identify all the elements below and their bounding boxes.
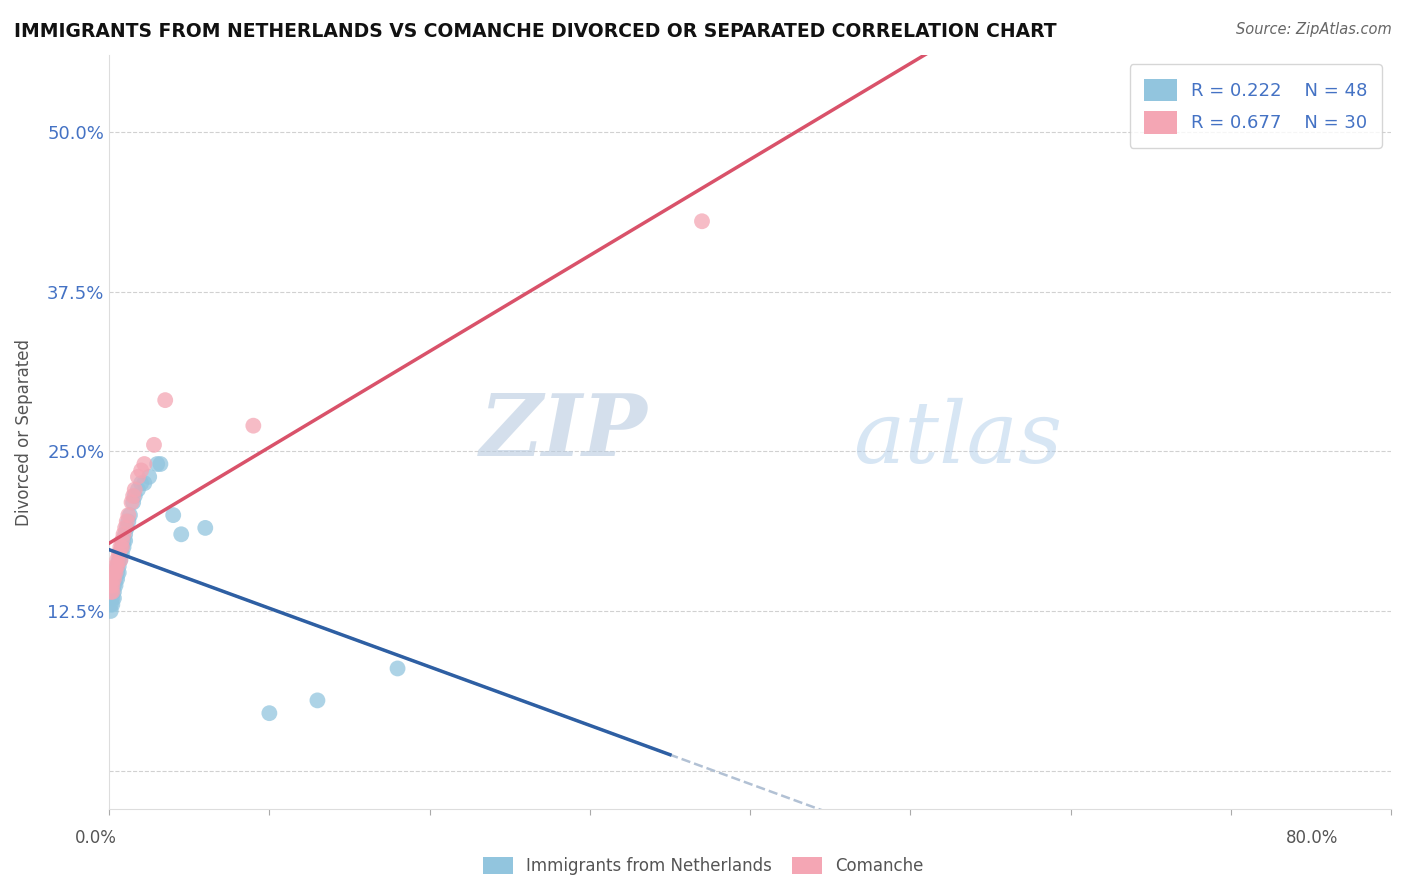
Point — [104, 566, 127, 580]
Legend: Immigrants from Netherlands, Comanche: Immigrants from Netherlands, Comanche — [474, 849, 932, 884]
Point — [101, 572, 124, 586]
Point — [127, 470, 149, 484]
Point — [101, 578, 124, 592]
Point — [107, 566, 129, 580]
Text: 0.0%: 0.0% — [75, 829, 117, 847]
Point — [101, 572, 124, 586]
Point — [111, 540, 134, 554]
Point — [107, 553, 129, 567]
Point — [103, 591, 125, 606]
Point — [107, 546, 129, 560]
Point — [100, 578, 122, 592]
Point — [105, 559, 128, 574]
Point — [103, 572, 125, 586]
Point — [143, 438, 166, 452]
Point — [117, 515, 139, 529]
Point — [105, 559, 128, 574]
Point — [103, 584, 125, 599]
Point — [114, 533, 136, 548]
Point — [259, 706, 281, 721]
Point — [122, 495, 145, 509]
Point — [100, 604, 122, 618]
Point — [134, 457, 156, 471]
Point — [134, 476, 156, 491]
Point — [101, 584, 124, 599]
Point — [690, 214, 713, 228]
Point — [110, 546, 132, 560]
Point — [114, 521, 136, 535]
Point — [100, 584, 122, 599]
Point — [111, 540, 134, 554]
Point — [124, 483, 146, 497]
Point — [100, 598, 122, 612]
Point — [103, 566, 125, 580]
Point — [114, 527, 136, 541]
Point — [101, 578, 124, 592]
Point — [105, 566, 128, 580]
Point — [100, 591, 122, 606]
Point — [115, 515, 138, 529]
Point — [112, 533, 135, 548]
Point — [105, 553, 128, 567]
Point — [100, 584, 122, 599]
Point — [115, 521, 138, 535]
Text: Source: ZipAtlas.com: Source: ZipAtlas.com — [1236, 22, 1392, 37]
Point — [105, 572, 128, 586]
Point — [104, 578, 127, 592]
Point — [149, 457, 172, 471]
Point — [146, 457, 169, 471]
Point — [111, 533, 134, 548]
Point — [117, 508, 139, 522]
Point — [110, 540, 132, 554]
Point — [307, 693, 329, 707]
Text: atlas: atlas — [852, 398, 1062, 481]
Point — [129, 476, 152, 491]
Point — [104, 559, 127, 574]
Point — [162, 508, 184, 522]
Point — [122, 489, 145, 503]
Text: ZIP: ZIP — [479, 391, 648, 474]
Point — [101, 598, 124, 612]
Text: IMMIGRANTS FROM NETHERLANDS VS COMANCHE DIVORCED OR SEPARATED CORRELATION CHART: IMMIGRANTS FROM NETHERLANDS VS COMANCHE … — [14, 22, 1057, 41]
Point — [138, 470, 160, 484]
Point — [111, 546, 134, 560]
Point — [107, 559, 129, 574]
Point — [170, 527, 193, 541]
Point — [110, 553, 132, 567]
Point — [101, 584, 124, 599]
Legend: R = 0.222    N = 48, R = 0.677    N = 30: R = 0.222 N = 48, R = 0.677 N = 30 — [1130, 64, 1382, 148]
Point — [118, 508, 141, 522]
Point — [124, 489, 146, 503]
Point — [155, 393, 177, 408]
Point — [110, 553, 132, 567]
Text: 80.0%: 80.0% — [1285, 829, 1339, 847]
Point — [104, 572, 127, 586]
Point — [121, 495, 143, 509]
Point — [104, 566, 127, 580]
Point — [100, 578, 122, 592]
Point — [112, 540, 135, 554]
Point — [129, 463, 152, 477]
Point — [112, 527, 135, 541]
Point — [103, 578, 125, 592]
Point — [127, 483, 149, 497]
Point — [387, 661, 409, 675]
Point — [242, 418, 264, 433]
Y-axis label: Divorced or Separated: Divorced or Separated — [15, 339, 32, 525]
Point — [101, 591, 124, 606]
Point — [103, 572, 125, 586]
Point — [194, 521, 217, 535]
